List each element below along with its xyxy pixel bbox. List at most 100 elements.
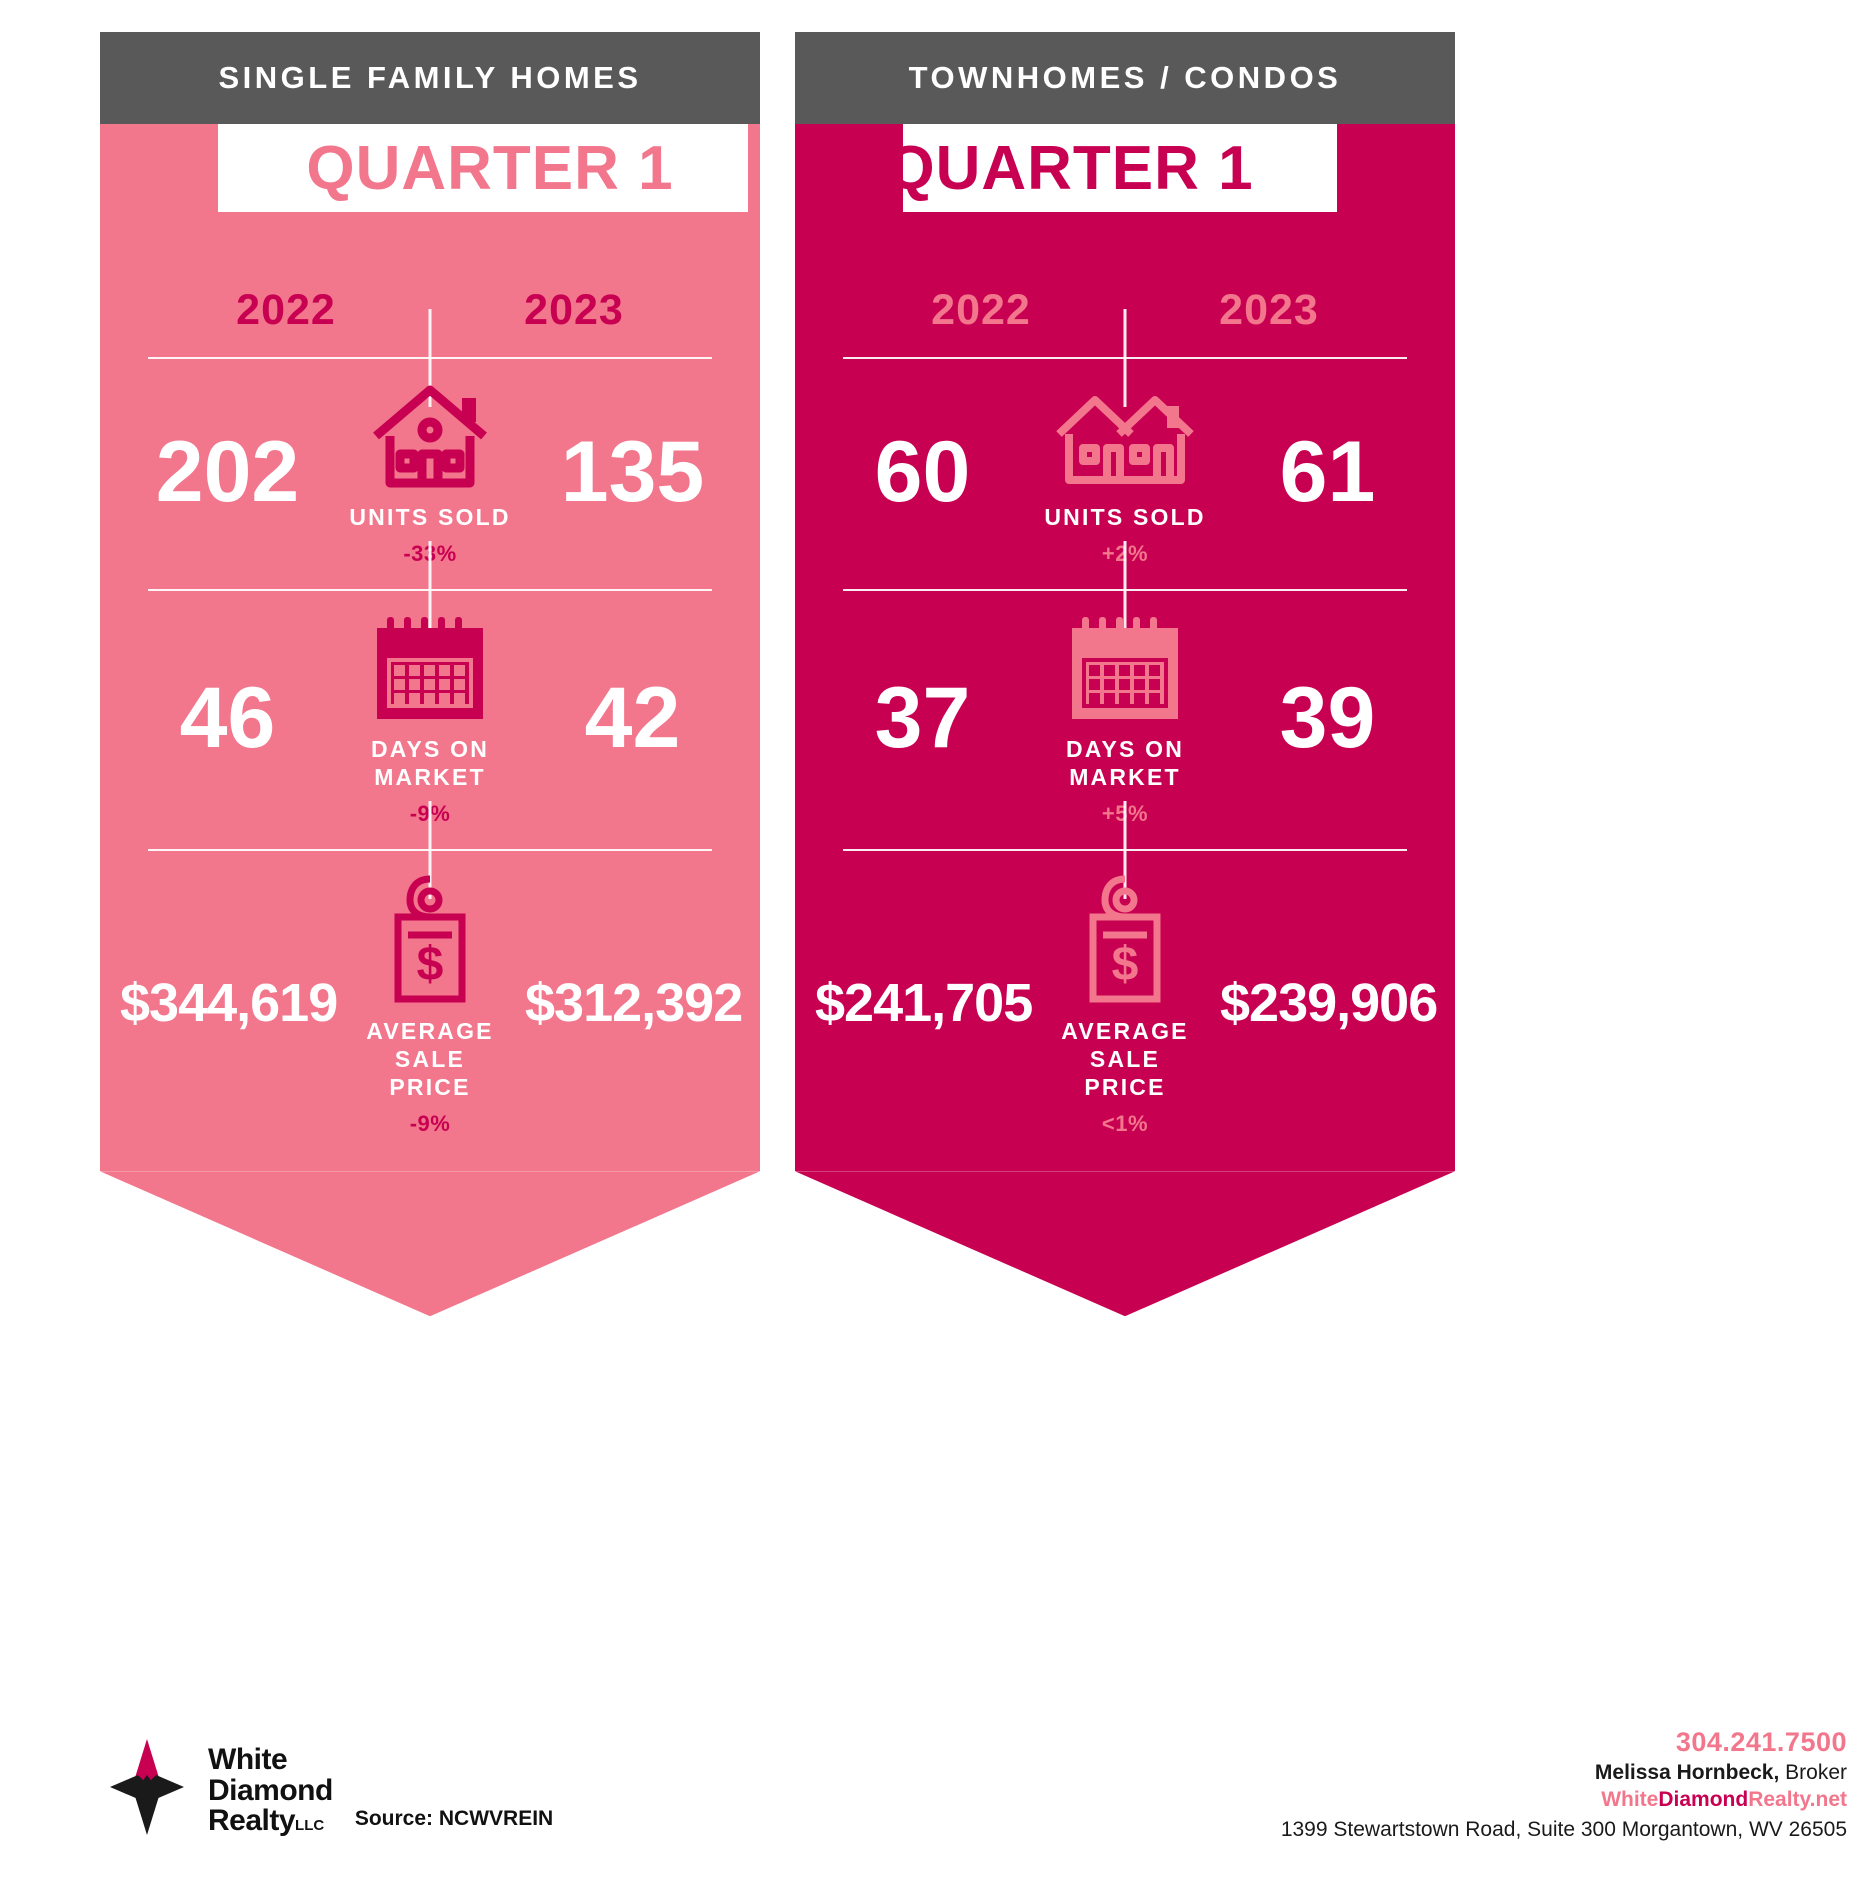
price-tag-icon: $ xyxy=(1075,869,1175,1009)
website-part-diamond: Diamond xyxy=(1658,1788,1749,1811)
website-link[interactable]: WhiteDiamondRealty.net xyxy=(1281,1788,1847,1812)
svg-text:$: $ xyxy=(417,938,444,991)
year-label-2023: 2023 xyxy=(1219,286,1319,334)
year-label-2022: 2022 xyxy=(931,286,1031,334)
brand-logo: White Diamond RealtyLLC Source: NCWVREIN xyxy=(108,1737,553,1837)
quarter-white-bar xyxy=(218,124,748,212)
contact-block: 304.241.7500 Melissa Hornbeck, Broker Wh… xyxy=(1281,1727,1847,1842)
year-label-2023: 2023 xyxy=(524,286,624,334)
logo-line-white: White xyxy=(208,1743,288,1777)
metric-row: $344,619 $ AVERAGE SALE PRICE xyxy=(100,869,760,1137)
divider-tick xyxy=(1123,801,1127,900)
year-label-2022: 2022 xyxy=(236,286,336,334)
panel-chevron-bottom xyxy=(100,1171,760,1317)
year-headers-left: 2022 2023 xyxy=(100,224,760,335)
broker-name: Melissa Hornbeck, xyxy=(1594,1761,1780,1784)
quarter-label-left: QUARTER 1 xyxy=(306,133,674,203)
diamond-logo-icon xyxy=(108,1737,186,1837)
metric-row: 37 xyxy=(795,609,1455,827)
metric-label: DAYS ON MARKET xyxy=(1065,736,1185,791)
metric-center: UNITS SOLD +2% xyxy=(1030,377,1220,567)
house-icon xyxy=(1055,377,1195,495)
calendar-icon xyxy=(375,609,485,727)
panel-header-label: SINGLE FAMILY HOMES xyxy=(218,60,642,95)
divider-tick xyxy=(428,541,432,640)
brand-wordmark: White Diamond RealtyLLC xyxy=(208,1745,333,1837)
metric-value-2022: $241,705 xyxy=(815,973,1033,1034)
metric-label: UNITS SOLD xyxy=(1044,504,1206,530)
metric-value-2023: 39 xyxy=(1279,670,1376,767)
metric-value-2023: $239,906 xyxy=(1220,973,1438,1034)
divider-tick xyxy=(428,801,432,900)
metric-row: 202 xyxy=(100,377,760,567)
panel-body-townhomes: QUARTER 1 2022 2023 60 xyxy=(795,124,1455,1172)
source-credit: Source: NCWVREIN xyxy=(354,1807,554,1830)
metric-value-2022: 202 xyxy=(155,424,300,521)
divider-tick xyxy=(1123,541,1127,640)
quarter-band-left: QUARTER 1 xyxy=(100,124,760,224)
metric-label: UNITS SOLD xyxy=(349,504,511,530)
metric-value-2023: 61 xyxy=(1279,424,1376,521)
broker-line: Melissa Hornbeck, Broker xyxy=(1281,1761,1847,1785)
metric-center: $ AVERAGE SALE PRICE -9% xyxy=(335,869,525,1137)
metric-row: 46 xyxy=(100,609,760,827)
house-icon xyxy=(370,377,490,495)
quarter-white-bar xyxy=(903,124,1337,212)
metric-label: DAYS ON MARKET xyxy=(370,736,490,791)
divider-tick xyxy=(1123,309,1127,407)
logo-llc-text: LLC xyxy=(295,1817,325,1835)
metric-row: $241,705 $ AVERAGE SALE PRICE xyxy=(795,869,1455,1137)
metric-section-average-sale-price-left: $344,619 $ AVERAGE SALE PRICE xyxy=(100,851,760,1137)
metric-divider xyxy=(843,801,1407,900)
office-address: 1399 Stewartstown Road, Suite 300 Morgan… xyxy=(1280,1818,1847,1841)
website-part-white: White xyxy=(1601,1788,1659,1811)
metric-value-2023: 135 xyxy=(560,424,705,521)
panel-header-townhomes: TOWNHOMES / CONDOS xyxy=(795,32,1455,124)
metric-value-2023: $312,392 xyxy=(525,973,743,1034)
calendar-icon xyxy=(1070,609,1180,727)
metric-center: UNITS SOLD -33% xyxy=(335,377,525,567)
metric-value-2022: 46 xyxy=(179,670,276,767)
panel-single-family-homes: SINGLE FAMILY HOMES QUARTER 1 2022 2023 … xyxy=(100,0,760,1317)
metric-label: AVERAGE SALE PRICE xyxy=(1061,1018,1189,1101)
panel-header-single-family: SINGLE FAMILY HOMES xyxy=(100,32,760,124)
metric-value-2023: 42 xyxy=(584,670,681,767)
panel-townhomes-condos: TOWNHOMES / CONDOS QUARTER 1 2022 2023 6… xyxy=(795,0,1455,1317)
metric-section-average-sale-price-right: $241,705 $ AVERAGE SALE PRICE xyxy=(795,851,1455,1137)
metric-divider xyxy=(148,801,712,900)
metric-divider xyxy=(843,309,1407,407)
website-part-realty: Realty.net xyxy=(1748,1788,1847,1811)
metric-divider xyxy=(148,541,712,640)
broker-title: Broker xyxy=(1779,1761,1847,1784)
metric-label: AVERAGE SALE PRICE xyxy=(366,1018,494,1101)
metric-section-units-sold-right: 60 xyxy=(795,359,1455,567)
metric-row: 60 xyxy=(795,377,1455,567)
year-headers-right: 2022 2023 xyxy=(795,224,1455,335)
metric-section-days-on-market-right: 37 xyxy=(795,591,1455,827)
metric-section-units-sold-left: 202 xyxy=(100,359,760,567)
metric-change: -9% xyxy=(409,1111,451,1137)
metric-center: DAYS ON MARKET -9% xyxy=(335,609,525,827)
footer: White Diamond RealtyLLC Source: NCWVREIN… xyxy=(0,1662,1875,1892)
metric-center: $ AVERAGE SALE PRICE <1% xyxy=(1030,869,1220,1137)
panel-header-label: TOWNHOMES / CONDOS xyxy=(908,60,1342,95)
svg-text:$: $ xyxy=(1112,938,1139,991)
divider-tick xyxy=(428,309,432,407)
phone-number[interactable]: 304.241.7500 xyxy=(1675,1727,1847,1757)
metric-center: DAYS ON MARKET +5% xyxy=(1030,609,1220,827)
panel-body-single-family: QUARTER 1 2022 2023 202 xyxy=(100,124,760,1172)
metric-divider xyxy=(843,541,1407,640)
metric-divider xyxy=(148,309,712,407)
logo-realty-text: Realty xyxy=(208,1804,296,1838)
panel-chevron-bottom xyxy=(795,1171,1455,1317)
metric-change: <1% xyxy=(1101,1111,1149,1137)
metric-value-2022: 60 xyxy=(874,424,971,521)
logo-line-realty: RealtyLLC xyxy=(208,1806,333,1837)
quarter-label-right: QUARTER 1 xyxy=(886,133,1254,203)
price-tag-icon: $ xyxy=(380,869,480,1009)
quarter-band-right: QUARTER 1 xyxy=(795,124,1455,224)
metric-section-days-on-market-left: 46 xyxy=(100,591,760,827)
logo-line-diamond: Diamond xyxy=(208,1773,333,1807)
metric-value-2022: $344,619 xyxy=(120,973,338,1034)
